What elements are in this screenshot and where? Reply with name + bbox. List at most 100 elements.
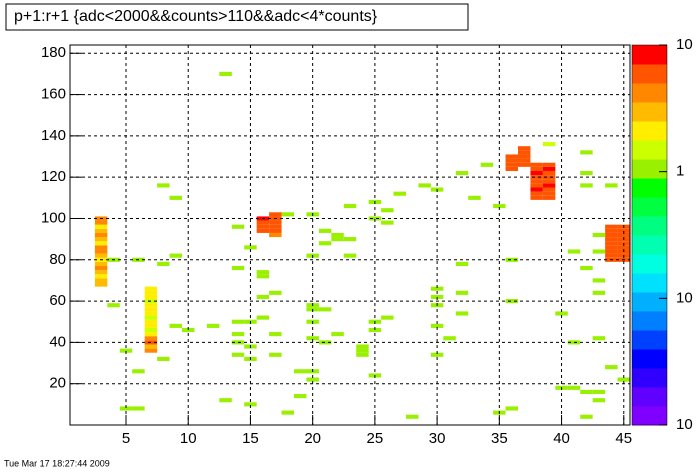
cell bbox=[518, 154, 531, 159]
cell bbox=[94, 241, 108, 246]
cell bbox=[331, 232, 344, 238]
cell bbox=[144, 286, 158, 291]
y-tick-label: 80 bbox=[49, 251, 66, 268]
cell bbox=[455, 261, 469, 266]
cell bbox=[580, 414, 593, 419]
cell bbox=[269, 224, 282, 229]
cell bbox=[605, 237, 618, 242]
cell bbox=[505, 154, 518, 159]
palette-band bbox=[632, 406, 667, 426]
plot-frame bbox=[70, 45, 630, 425]
cell bbox=[542, 142, 556, 147]
palette-band bbox=[632, 45, 667, 65]
z-tick-label: 10 bbox=[676, 416, 693, 433]
cell bbox=[542, 175, 556, 180]
palette-band bbox=[632, 197, 667, 217]
cell bbox=[269, 332, 282, 337]
cell bbox=[605, 365, 618, 370]
y-tick-label: 180 bbox=[41, 44, 66, 61]
cell bbox=[256, 220, 270, 225]
y-tick-label: 140 bbox=[41, 127, 66, 144]
cell bbox=[318, 228, 332, 233]
cell bbox=[231, 224, 245, 229]
cell bbox=[605, 224, 618, 229]
cell bbox=[94, 270, 108, 275]
z-tick-label: 10 bbox=[676, 36, 693, 53]
cell bbox=[617, 232, 630, 238]
cell bbox=[617, 228, 630, 233]
cell bbox=[94, 278, 108, 283]
cell bbox=[542, 191, 556, 196]
cell bbox=[542, 170, 556, 176]
cell bbox=[592, 249, 606, 254]
cell bbox=[430, 286, 444, 291]
cell bbox=[592, 398, 606, 403]
cell bbox=[269, 212, 282, 217]
palette-band bbox=[632, 330, 667, 350]
cell bbox=[455, 311, 469, 316]
cell bbox=[144, 303, 158, 308]
cell bbox=[144, 290, 158, 295]
cell bbox=[132, 406, 145, 411]
cell bbox=[281, 410, 294, 415]
cell bbox=[94, 232, 108, 238]
cell bbox=[306, 336, 319, 341]
cell bbox=[592, 389, 606, 395]
cell bbox=[318, 340, 332, 345]
cell bbox=[505, 299, 518, 304]
cell bbox=[157, 183, 170, 188]
y-tick-label: 160 bbox=[41, 86, 66, 103]
x-tick-label: 5 bbox=[122, 430, 130, 447]
z-tick-label: 1 bbox=[676, 163, 684, 180]
cell bbox=[94, 282, 108, 287]
cell bbox=[94, 265, 108, 271]
cell bbox=[331, 332, 344, 337]
cell bbox=[244, 245, 257, 250]
cell bbox=[381, 220, 394, 225]
cell bbox=[256, 224, 270, 229]
cell bbox=[580, 183, 593, 188]
cell bbox=[157, 356, 170, 361]
palette-band bbox=[632, 159, 667, 179]
palette-band bbox=[632, 311, 667, 331]
cell bbox=[530, 170, 543, 176]
palette-band bbox=[632, 178, 667, 198]
palette-band bbox=[632, 387, 667, 407]
cell bbox=[231, 319, 245, 324]
palette-band bbox=[632, 102, 667, 122]
cell bbox=[505, 257, 518, 262]
cell bbox=[542, 162, 556, 167]
cell bbox=[144, 294, 158, 300]
cell bbox=[281, 212, 294, 217]
cell bbox=[169, 195, 182, 200]
cell bbox=[605, 183, 618, 188]
palette-band bbox=[632, 292, 667, 312]
cell bbox=[231, 265, 245, 271]
cell bbox=[455, 290, 469, 295]
y-tick-label: 100 bbox=[41, 209, 66, 226]
cell bbox=[144, 323, 158, 328]
cell bbox=[455, 170, 469, 176]
palette-band bbox=[632, 273, 667, 293]
cell bbox=[294, 369, 307, 374]
cell bbox=[505, 158, 518, 163]
cell bbox=[580, 265, 593, 271]
cell bbox=[256, 228, 270, 233]
y-tick-label: 20 bbox=[49, 375, 66, 392]
cell bbox=[94, 245, 108, 250]
cell bbox=[430, 323, 444, 328]
cell bbox=[256, 294, 270, 300]
cell bbox=[231, 332, 245, 337]
plot-border bbox=[69, 44, 631, 426]
cell bbox=[605, 241, 618, 246]
cell bbox=[592, 290, 606, 295]
cell bbox=[430, 294, 444, 300]
cell bbox=[542, 195, 556, 200]
cell bbox=[430, 352, 444, 357]
cell bbox=[605, 228, 618, 233]
cell bbox=[567, 385, 581, 390]
palette-band bbox=[632, 235, 667, 255]
cell bbox=[144, 336, 158, 341]
cell bbox=[480, 162, 494, 167]
